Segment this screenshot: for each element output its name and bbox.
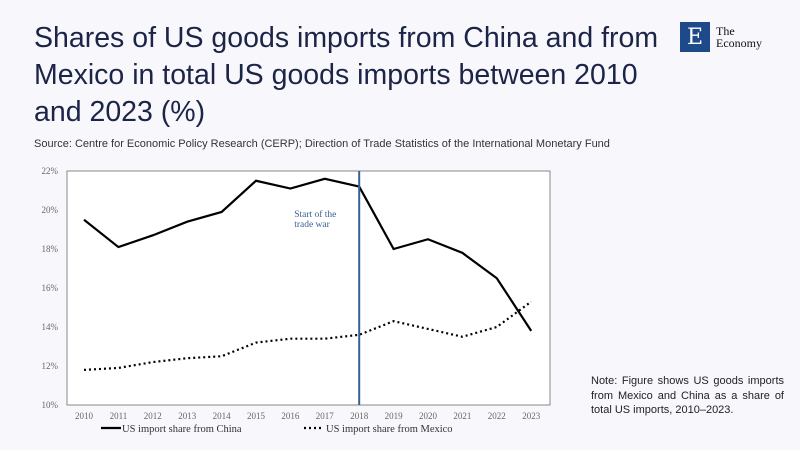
x-tick-label: 2023 — [522, 411, 541, 421]
x-axis: 2010 2011 2012 2013 2014 2015 2016 2017 2018 2019… — [75, 411, 541, 421]
note-text: Note: Figure shows US goods imports from… — [591, 375, 784, 416]
series-line-china — [83, 177, 533, 332]
legend-label-mexico: US import share from Mexico — [326, 424, 453, 435]
chart-title: Shares of US goods imports from China an… — [34, 22, 659, 128]
x-tick-label: 2020 — [419, 411, 438, 421]
x-tick-label: 2014 — [213, 411, 232, 421]
annotation-text: trade war — [294, 220, 330, 230]
y-tick-label: 10% — [42, 400, 59, 410]
logo-mark: E — [680, 22, 710, 52]
x-tick-label: 2018 — [350, 411, 369, 421]
x-tick-label: 2022 — [488, 411, 506, 421]
x-tick-label: 2013 — [178, 411, 197, 421]
y-axis: 10% 12% 14% 16% 18% 20% 22% — [42, 166, 59, 410]
series-line-mexico — [83, 300, 532, 371]
x-tick-label: 2015 — [247, 411, 266, 421]
x-tick-label: 2017 — [316, 411, 335, 421]
plot-area — [66, 170, 551, 406]
logo-text: The Economy — [716, 24, 762, 50]
x-tick-label: 2010 — [75, 411, 94, 421]
y-tick-label: 18% — [42, 244, 59, 254]
y-tick-label: 22% — [42, 166, 59, 176]
source-text: Source: Centre for Economic Policy Resea… — [34, 138, 610, 150]
line-chart: 10%12%14%16%18%20%22% 2010 2011 2012 2013 20… — [42, 166, 551, 435]
annotation-text: Start of the — [294, 209, 336, 220]
y-tick-label: 16% — [42, 283, 59, 293]
x-tick-label: 2011 — [110, 411, 128, 421]
x-tick-label: 2021 — [453, 411, 471, 421]
y-tick-label: 12% — [42, 361, 59, 371]
y-tick-label: 20% — [42, 205, 59, 215]
logo: E The Economy — [680, 22, 762, 52]
legend-label-china: US import share from China — [122, 424, 242, 435]
x-tick-label: 2019 — [385, 411, 404, 421]
x-tick-label: 2016 — [281, 411, 300, 421]
x-tick-label: 2012 — [144, 411, 162, 421]
legend: US import share from China US import shar… — [101, 424, 453, 435]
y-tick-label: 14% — [42, 322, 59, 332]
